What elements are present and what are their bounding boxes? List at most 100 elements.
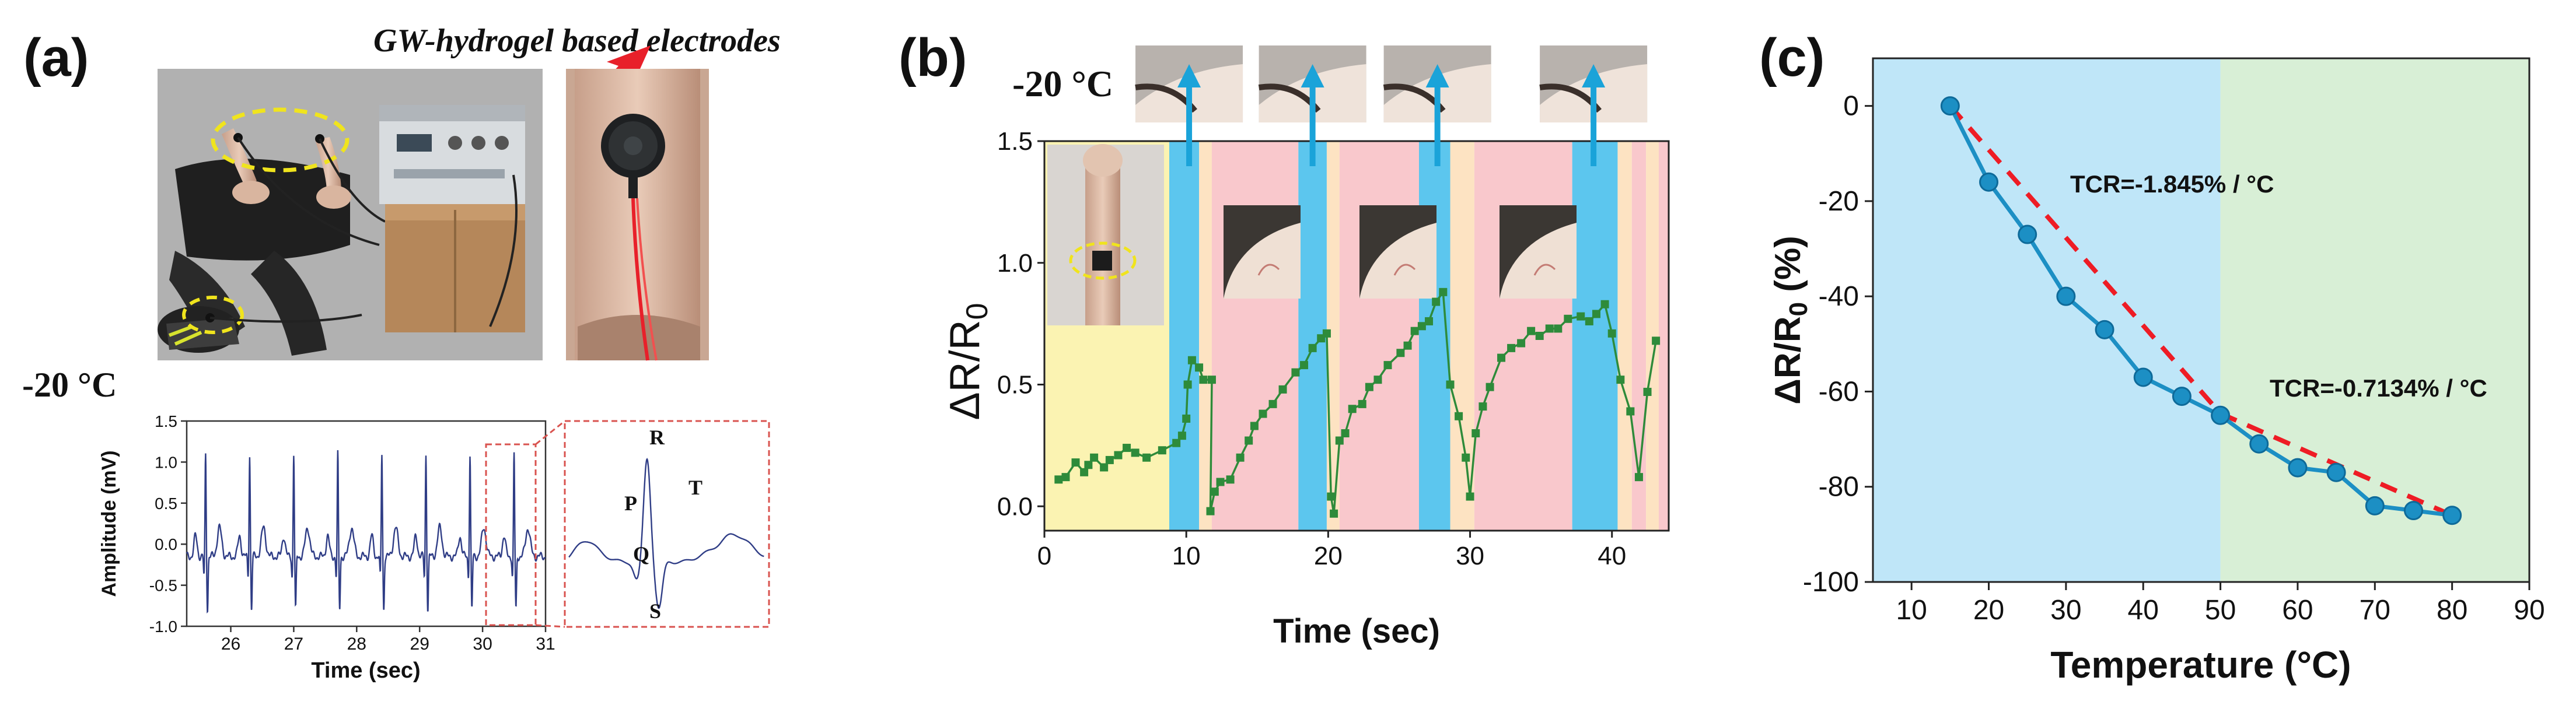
chart-b-data-point	[1308, 343, 1317, 352]
chart-b-x-tick-label: 0	[1037, 542, 1051, 570]
chart-b-data-point	[1479, 402, 1487, 411]
chart-c-data-point	[2095, 320, 2114, 339]
chart-c-x-tick-label: 40	[2128, 595, 2159, 626]
chart-b-y-axis-label-sub: 0	[960, 303, 994, 320]
chart-c-data-point	[2326, 462, 2346, 482]
photo-wrist-electrode	[566, 69, 709, 361]
ecg-y-tick-label: -0.5	[149, 577, 177, 595]
chart-c-data-point	[2211, 405, 2231, 425]
ecg-x-tick-label: 26	[221, 634, 240, 654]
chart-b-data-point	[1564, 314, 1572, 323]
ecg-y-tick-label: -1.0	[149, 618, 177, 636]
chart-c-data-point	[2133, 367, 2153, 387]
chart-b-data-point	[1432, 297, 1441, 306]
temperature-label-a: -20 °C	[22, 366, 117, 404]
ecg-x-tick-label: 28	[347, 634, 366, 654]
chart-c-data-point	[2365, 496, 2385, 515]
chart-b-data-point	[1517, 339, 1526, 348]
chart-b-band-pink	[1474, 141, 1572, 531]
chart-b-data-point	[1300, 361, 1309, 370]
chart-b-x-tick-label: 10	[1172, 542, 1201, 570]
chart-c-data-point	[1940, 96, 1960, 116]
photo-seated-subject	[158, 69, 543, 360]
chart-b-data-point	[1226, 475, 1235, 484]
chart-b-x-tick-label: 20	[1314, 542, 1343, 570]
chart-b-data-point	[1158, 446, 1166, 455]
chart-b-data-point	[1195, 363, 1204, 372]
panel-label-c: (c)	[1759, 28, 1824, 87]
chart-b-data-point	[1327, 492, 1336, 501]
chart-b-data-point	[1090, 453, 1099, 462]
temperature-label-b: -20 °C	[1012, 63, 1113, 104]
chart-b-band-peach	[1199, 141, 1212, 531]
chart-b-data-point	[1365, 383, 1373, 391]
chart-b-data-point	[1455, 412, 1463, 420]
chart-b-y-tick-label: 0.0	[997, 492, 1033, 521]
chart-b-data-point	[1554, 324, 1563, 333]
chart-b: 0 10 20 30 40 0.00.51.01.5 Time (sec) ΔR/R0	[942, 64, 1670, 650]
chart-b-data-point	[1172, 439, 1181, 447]
ecg-y-tick-label: 0.5	[155, 494, 177, 513]
chart-b-x-axis-label: Time (sec)	[1273, 612, 1440, 650]
chart-b-data-point	[1268, 399, 1277, 408]
ecg-x-tick-label: 30	[473, 634, 492, 654]
chart-b-data-point	[1278, 385, 1287, 394]
chart-c-data-point	[2442, 506, 2462, 525]
ecg-y-tick-label: 1.0	[155, 453, 177, 471]
ecg-plot-frame	[186, 420, 547, 627]
chart-b-data-point	[1507, 343, 1516, 352]
ecg-plot: 26 27 28 29 30 31 -1.0 -0.5 0.0 0.5 1.0 1.5 Time (…	[98, 412, 555, 683]
chart-c-x-axis-label: Temperature (°C)	[2050, 644, 2351, 686]
chart-b-data-point	[1100, 463, 1109, 472]
chart-b-band-peach	[1617, 141, 1632, 531]
elbow-photo-inset	[1359, 205, 1436, 299]
zoom-connector-bottom	[535, 624, 565, 628]
ecg-wave-label-r: R	[649, 426, 665, 449]
chart-b-data-point	[1259, 409, 1267, 418]
chart-b-y-tick-label: 0.5	[997, 371, 1033, 399]
chart-b-frame	[1043, 140, 1670, 532]
ecg-x-tick-label: 27	[284, 634, 303, 654]
chart-b-data-point	[1497, 353, 1506, 362]
chart-b-data-point	[1462, 453, 1470, 462]
chart-b-data-point	[1187, 356, 1196, 364]
chart-b-data-point	[1358, 399, 1366, 408]
chart-b-data-point	[1486, 383, 1494, 391]
chart-c-x-tick-label: 50	[2205, 595, 2236, 626]
chart-b-data-point	[1634, 473, 1643, 482]
chart-c-y-axis-label-unit: (%)	[1768, 236, 1808, 302]
chart-b-data-point	[1236, 453, 1245, 462]
chart-b-data-point	[1341, 429, 1350, 437]
chart-c-y-axis-label-sub: 0	[1784, 302, 1813, 316]
chart-c-data-point	[2249, 434, 2269, 454]
chart-c-x-tick-label: 60	[2282, 595, 2313, 626]
chart-b-data-point	[1626, 407, 1635, 416]
panel-label-a: (a)	[23, 28, 89, 87]
chart-c-x-tick-label: 90	[2514, 595, 2544, 626]
chart-b-data-point	[1061, 473, 1070, 482]
chart-b-data-point	[1177, 432, 1186, 440]
chart-c-data-point	[2056, 286, 2076, 306]
electrode-caption: GW-hydrogel based electrodes	[373, 23, 781, 59]
chart-b-data-point	[1396, 349, 1405, 357]
ecg-zoom-trace	[568, 457, 764, 609]
chart-c-region-blue	[1873, 58, 2221, 582]
chart-b-data-point	[1410, 327, 1419, 335]
chart-b-y-tick-label: 1.5	[997, 127, 1033, 156]
ecg-x-tick-label: 29	[410, 634, 429, 654]
chart-c-data-point	[2018, 225, 2037, 244]
chart-b-data-point	[1199, 376, 1208, 384]
chart-c-x-tick-label: 80	[2437, 595, 2467, 626]
chart-b-data-point	[1114, 451, 1123, 460]
chart-b-data-point	[1123, 444, 1131, 453]
chart-b-x-tick-label: 40	[1598, 542, 1626, 570]
chart-c-x-tick-label: 30	[2050, 595, 2081, 626]
chart-c-y-tick-label: -40	[1819, 281, 1859, 312]
chart-b-data-point	[1054, 475, 1063, 484]
ecg-y-tick-label: 1.5	[155, 412, 177, 430]
chart-b-data-point	[1216, 478, 1225, 486]
chart-c-region-green	[2220, 58, 2529, 582]
chart-b-data-point	[1348, 405, 1357, 413]
chart-c-y-tick-label: 0	[1843, 91, 1859, 122]
ecg-wave-label-t: T	[688, 476, 702, 499]
